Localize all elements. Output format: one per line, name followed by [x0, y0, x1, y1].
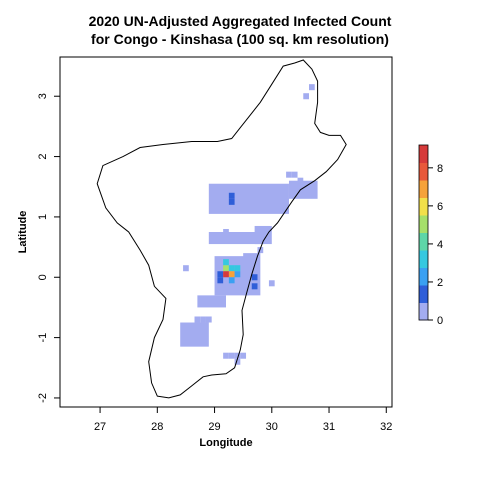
heatmap-cell-8 — [228, 271, 235, 278]
y-tick-label-3: 1 — [37, 214, 49, 220]
x-tick-label-3: 30 — [266, 421, 278, 433]
heatmap-cells — [180, 84, 318, 365]
heatmap-cell-low-14 — [223, 352, 229, 359]
y-axis-label: Latitude — [17, 211, 29, 254]
x-axis-label: Longitude — [199, 437, 252, 449]
heatmap-cell-low-0 — [309, 84, 315, 91]
heatmap-cell-low-16 — [234, 352, 241, 359]
heatmap-cell-13 — [251, 283, 258, 290]
x-tick-label-4: 31 — [323, 421, 335, 433]
heatmap-cell-4 — [223, 265, 229, 272]
heatmap-cell-low-17 — [240, 352, 247, 359]
heatmap-cell-6 — [234, 265, 241, 272]
heatmap-cell-low-5 — [303, 183, 309, 190]
colorbar-legend: 0 2 4 6 8 — [418, 144, 443, 327]
colorbar-tick-label-0: 0 — [437, 315, 443, 327]
heatmap-cell-low-2 — [286, 171, 292, 178]
y-tick-label-5: 3 — [37, 93, 49, 99]
heatmap-cell-1 — [228, 192, 235, 199]
heatmap-cell-low-8 — [257, 247, 264, 254]
heatmap-cell-low-6 — [309, 183, 315, 190]
y-tick-label-4: 2 — [37, 154, 49, 160]
heatmap-cell-low-18 — [234, 358, 241, 365]
heatmap-cell-low-15 — [228, 352, 235, 359]
plot-frame — [59, 56, 393, 408]
x-tick-label-5: 32 — [380, 421, 392, 433]
heatmap-cell-low-3 — [291, 171, 298, 178]
colorbar-tick-label-1: 2 — [437, 277, 443, 289]
y-axis: -2 -1 0 1 2 3 — [37, 93, 60, 403]
heatmap-cell-low-1 — [303, 93, 309, 100]
heatmap-block-0 — [208, 183, 289, 214]
y-tick-label-0: -2 — [37, 393, 49, 403]
boundary-outline — [96, 59, 347, 399]
heatmap-cell-low-11 — [194, 316, 201, 323]
x-axis: 27 28 29 30 31 32 — [94, 407, 392, 433]
heatmap-block-3 — [254, 225, 272, 245]
heatmap-cell-5 — [228, 265, 235, 272]
heatmap-cell-low-7 — [223, 228, 229, 236]
heatmap-block-5 — [197, 295, 226, 308]
heatmap-block-2 — [208, 232, 261, 245]
colorbar-segment-3 — [419, 250, 428, 268]
x-tick-label-2: 29 — [208, 421, 220, 433]
heatmap-block-7 — [180, 322, 209, 347]
colorbar-segment-8 — [419, 162, 428, 181]
colorbar-segment-1 — [419, 285, 428, 303]
chart-title-line2: for Congo - Kinshasa (100 sq. km resolut… — [91, 31, 389, 47]
colorbar-segment-5 — [419, 215, 428, 233]
colorbar-segment-6 — [419, 197, 428, 216]
colorbar-segment-2 — [419, 267, 428, 286]
region-boundary — [96, 59, 347, 399]
chart-title-line1: 2020 UN-Adjusted Aggregated Infected Cou… — [88, 13, 392, 29]
colorbar-segment-4 — [419, 232, 428, 251]
heatmap-cell-0 — [228, 198, 235, 205]
colorbar-tick-label-3: 6 — [437, 201, 443, 213]
colorbar-segment-0 — [419, 302, 428, 321]
colorbar-tick-label-2: 4 — [437, 239, 443, 251]
heatmap-cell-low-10 — [268, 280, 275, 287]
heatmap-cell-2 — [217, 271, 224, 278]
colorbar-segment-7 — [419, 180, 428, 198]
colorbar-frame — [418, 144, 429, 321]
heatmap-cell-low-4 — [297, 177, 304, 184]
heatmap-cell-low-12 — [200, 316, 206, 323]
heatmap-cell-9 — [223, 271, 229, 278]
y-tick-label-2: 0 — [37, 274, 49, 280]
colorbar-tick-label-4: 8 — [437, 163, 443, 175]
heatmap-cell-low-13 — [205, 316, 212, 323]
heatmap-cell-12 — [251, 274, 258, 281]
heatmap-cell-11 — [228, 277, 235, 284]
heatmap-cell-3 — [217, 277, 224, 284]
colorbar-segment-9 — [419, 145, 428, 163]
y-tick-label-1: -1 — [37, 333, 49, 343]
heatmap-cell-low-9 — [183, 265, 189, 272]
heatmap-cell-7 — [223, 259, 229, 266]
x-tick-label-1: 28 — [151, 421, 163, 433]
x-tick-label-0: 27 — [94, 421, 106, 433]
heatmap-cell-10 — [234, 271, 241, 278]
